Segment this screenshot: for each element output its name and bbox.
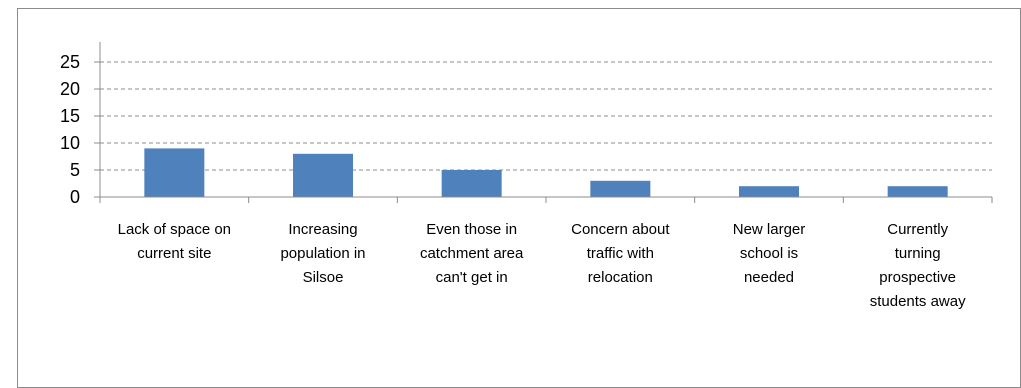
axes [99, 42, 993, 203]
y-tick-label: 10 [60, 133, 80, 153]
y-tick-label: 5 [70, 160, 80, 180]
category-label: Increasing population in Silsoe [280, 221, 365, 286]
y-tick-label: 25 [60, 52, 80, 72]
category-label: Concern about traffic with relocation [571, 221, 670, 286]
x-axis-category-labels: Lack of space on current site Increasing po… [118, 221, 966, 310]
bars [144, 148, 948, 197]
bar [887, 186, 948, 197]
bar [144, 148, 205, 197]
y-tick-label: 0 [70, 187, 80, 207]
category-label: New larger school is needed [733, 221, 806, 286]
category-label: Lack of space on current site [118, 221, 231, 262]
y-tick-label: 20 [60, 79, 80, 99]
bar [441, 170, 502, 197]
category-label: Currently turning prospective students away [870, 221, 966, 310]
bar [293, 153, 353, 197]
y-tick-label: 15 [60, 106, 80, 126]
bar-chart: 0 5 10 15 20 25 Lack of space on current site I… [60, 42, 993, 310]
y-axis-tick-labels: 0 5 10 15 20 25 [60, 52, 80, 207]
bar [590, 180, 651, 197]
gridlines [94, 61, 992, 198]
bar [739, 186, 799, 197]
category-label: Even those in catchment area can't get in [420, 221, 524, 286]
